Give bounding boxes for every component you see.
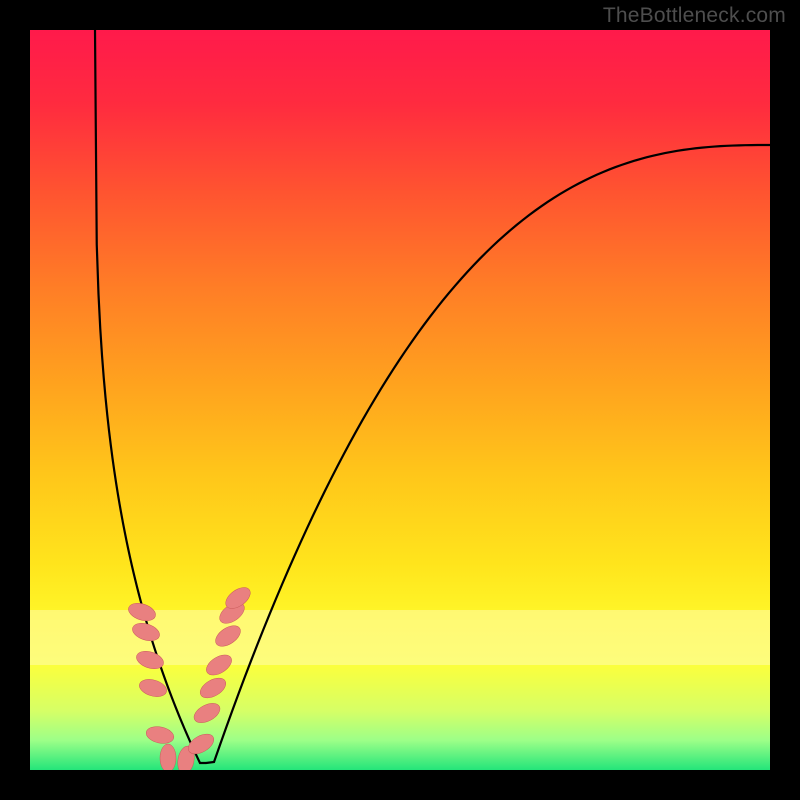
chart-container: TheBottleneck.com xyxy=(0,0,800,800)
data-marker xyxy=(160,744,176,772)
bottleneck-chart xyxy=(0,0,800,800)
watermark-text: TheBottleneck.com xyxy=(603,4,786,28)
